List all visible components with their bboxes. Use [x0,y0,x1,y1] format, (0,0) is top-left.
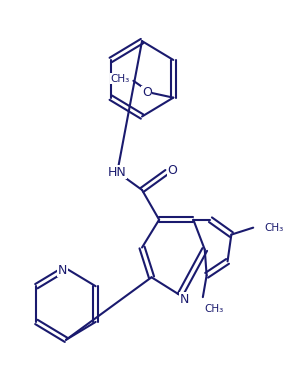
Text: HN: HN [108,166,127,178]
Text: CH₃: CH₃ [265,223,284,233]
Text: CH₃: CH₃ [205,304,224,314]
Text: O: O [168,164,177,177]
Text: CH₃: CH₃ [110,74,130,84]
Text: O: O [142,86,152,99]
Text: N: N [180,293,189,306]
Text: N: N [57,264,67,277]
